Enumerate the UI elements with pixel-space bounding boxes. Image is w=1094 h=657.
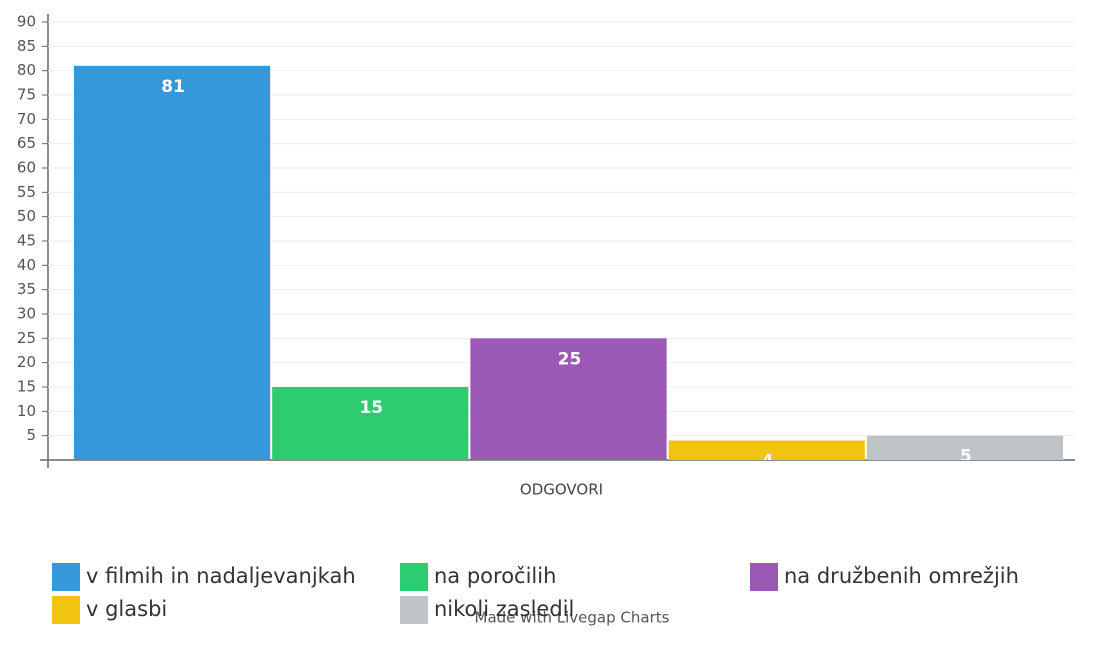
value-label: 25 [558, 349, 582, 369]
y-tick-label: 80 [17, 61, 36, 79]
bar [668, 440, 865, 460]
value-label: 4 [762, 452, 774, 472]
legend-label: na družbenih omrežjih [784, 564, 1019, 588]
legend-swatch [750, 563, 778, 591]
bar [866, 435, 1064, 460]
legend-label: v glasbi [86, 597, 167, 621]
y-tick-label: 15 [17, 378, 36, 396]
legend-label: na poročilih [434, 564, 556, 588]
credit: Made with Livegap Charts [475, 609, 670, 627]
legend-label: nikoli zasledil [434, 597, 574, 621]
y-tick-label: 30 [17, 305, 36, 323]
y-tick-label: 65 [17, 134, 36, 152]
value-label: 81 [161, 77, 185, 97]
bar [470, 338, 667, 460]
y-tick-label: 25 [17, 329, 36, 347]
legend-swatch [52, 563, 80, 591]
y-tick-label: 45 [17, 232, 36, 250]
y-tick-label: 90 [17, 13, 36, 31]
legend-swatch [400, 596, 428, 624]
y-tick-label: 70 [17, 110, 36, 128]
y-tick-label: 85 [17, 37, 36, 55]
legend-swatch [400, 563, 428, 591]
y-tick-label: 55 [17, 183, 36, 201]
y-tick-label: 40 [17, 256, 36, 274]
y-tick-label: 50 [17, 207, 36, 225]
bar [73, 65, 271, 460]
value-label: 5 [960, 447, 972, 467]
y-tick-label: 20 [17, 353, 36, 371]
y-tick-label: 60 [17, 159, 36, 177]
value-label: 15 [359, 398, 383, 418]
y-tick-label: 10 [17, 402, 36, 420]
legend-swatch [52, 596, 80, 624]
y-tick-label: 35 [17, 280, 36, 298]
y-tick-label: 75 [17, 86, 36, 104]
y-tick-label: 5 [26, 426, 36, 444]
bar [272, 387, 469, 460]
legend-label: v filmih in nadaljevanjkah [86, 564, 356, 588]
x-tick-label: ODGOVORI [520, 481, 603, 499]
bars: 81 15 25 4 5 [73, 65, 1064, 472]
